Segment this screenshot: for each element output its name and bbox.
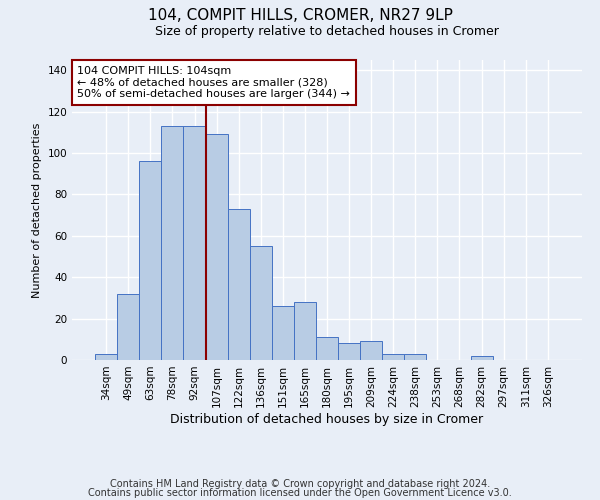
Text: 104 COMPIT HILLS: 104sqm
← 48% of detached houses are smaller (328)
50% of semi-: 104 COMPIT HILLS: 104sqm ← 48% of detach…: [77, 66, 350, 99]
Text: 104, COMPIT HILLS, CROMER, NR27 9LP: 104, COMPIT HILLS, CROMER, NR27 9LP: [148, 8, 452, 22]
Y-axis label: Number of detached properties: Number of detached properties: [32, 122, 42, 298]
Bar: [294, 302, 316, 360]
Bar: [470, 356, 493, 360]
Bar: [382, 354, 404, 360]
Bar: [250, 246, 272, 360]
Bar: [184, 126, 206, 360]
Bar: [404, 354, 427, 360]
Text: Contains HM Land Registry data © Crown copyright and database right 2024.: Contains HM Land Registry data © Crown c…: [110, 479, 490, 489]
Bar: [139, 162, 161, 360]
Bar: [161, 126, 184, 360]
Bar: [227, 209, 250, 360]
X-axis label: Distribution of detached houses by size in Cromer: Distribution of detached houses by size …: [170, 412, 484, 426]
Bar: [117, 294, 139, 360]
Bar: [316, 337, 338, 360]
Bar: [272, 306, 294, 360]
Text: Contains public sector information licensed under the Open Government Licence v3: Contains public sector information licen…: [88, 488, 512, 498]
Bar: [206, 134, 227, 360]
Bar: [360, 342, 382, 360]
Title: Size of property relative to detached houses in Cromer: Size of property relative to detached ho…: [155, 25, 499, 38]
Bar: [338, 344, 360, 360]
Bar: [95, 354, 117, 360]
